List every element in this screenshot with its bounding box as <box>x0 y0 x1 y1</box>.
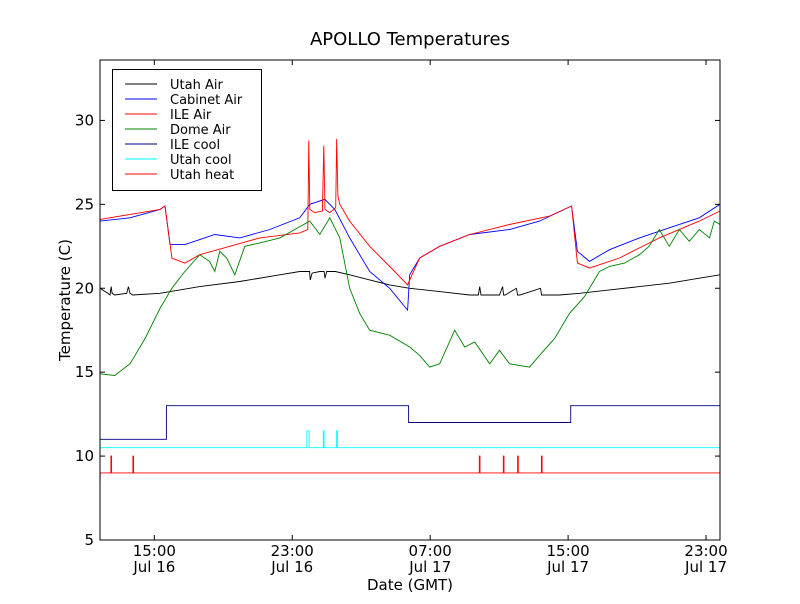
y-tick-label: 25 <box>75 195 94 213</box>
series-line-ile-cool <box>100 405 720 440</box>
series-line-dome-air <box>100 216 720 376</box>
x-tick-label-date: Jul 16 <box>270 558 313 576</box>
y-tick-label: 30 <box>75 111 94 129</box>
plot-frame <box>99 59 721 541</box>
x-tick-label-time: 07:00 <box>409 542 452 560</box>
legend-box <box>112 69 262 191</box>
chart-title: APOLLO Temperatures <box>310 29 510 50</box>
x-tick-label-date: Jul 17 <box>546 558 589 576</box>
legend-label: ILE Air <box>170 108 212 123</box>
series-line-utah-heat <box>100 455 720 490</box>
legend-label: Utah Air <box>170 78 223 93</box>
legend-label: Cabinet Air <box>170 93 243 108</box>
legend-label: ILE cool <box>170 138 220 153</box>
x-axis-label: Date (GMT) <box>367 576 453 594</box>
series-line-utah-cool <box>100 430 720 449</box>
y-axis-label: Temperature (C) <box>56 239 74 362</box>
series-line-utah-air <box>100 271 720 296</box>
y-tick-label: 20 <box>75 279 94 297</box>
series-line-cabinet-air <box>100 198 720 312</box>
y-tick-label: 10 <box>75 447 94 465</box>
legend-label: Dome Air <box>170 123 231 138</box>
x-tick-label-time: 23:00 <box>271 542 314 560</box>
x-tick-label-time: 15:00 <box>546 542 589 560</box>
y-tick-label: 5 <box>84 531 94 549</box>
legend-label: Utah cool <box>170 153 232 168</box>
y-tick-label: 15 <box>75 363 94 381</box>
x-tick-label-time: 15:00 <box>133 542 176 560</box>
legend-label: Utah heat <box>170 168 234 183</box>
x-tick-label-date: Jul 17 <box>684 558 727 576</box>
x-tick-label-time: 23:00 <box>684 542 727 560</box>
series-layer <box>100 138 720 490</box>
x-tick-label-date: Jul 16 <box>132 558 175 576</box>
series-line-ile-air <box>100 138 720 286</box>
x-tick-label-date: Jul 17 <box>408 558 451 576</box>
